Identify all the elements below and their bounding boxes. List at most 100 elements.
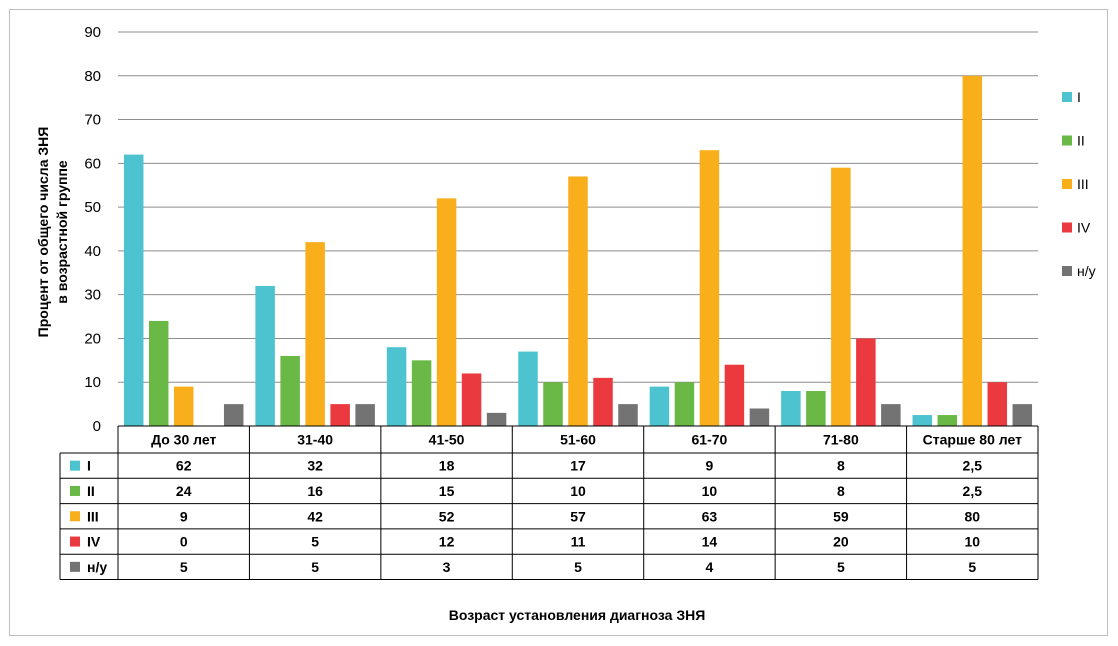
table-cell: 32	[307, 458, 323, 474]
table-cell: 9	[180, 508, 188, 524]
y-tick-label: 50	[84, 199, 101, 216]
bar-3-7	[962, 75, 983, 427]
table-cell: 62	[176, 458, 192, 474]
bar-4-4	[593, 377, 613, 426]
table-row-swatch	[70, 485, 80, 496]
table-cell: 12	[439, 534, 455, 550]
bar-3-6	[831, 167, 851, 426]
bar-3-5	[699, 150, 720, 426]
bar-4-3	[461, 373, 482, 426]
y-axis-title-line1: Процент от общего числа ЗНЯ	[35, 127, 51, 338]
table-cell: 5	[311, 559, 319, 575]
bar-5-3	[486, 412, 507, 426]
y-tick-label: 30	[84, 287, 101, 304]
bar-1-3	[386, 347, 407, 426]
table-cell: 2,5	[963, 483, 983, 499]
bar-1-7	[912, 415, 933, 426]
bar-1-6	[781, 390, 801, 426]
y-tick-label: 80	[84, 68, 101, 85]
table-row-label: II	[87, 483, 95, 499]
legend-label: III	[1077, 176, 1089, 192]
bar-4-2	[330, 404, 350, 426]
bar-5-6	[881, 404, 901, 426]
table-row-swatch	[70, 460, 80, 471]
bar-4-5	[724, 364, 745, 426]
legend-label: I	[1077, 89, 1081, 105]
bar-5-5	[749, 408, 770, 426]
table-cell: 18	[439, 458, 455, 474]
legend-label: II	[1077, 133, 1085, 149]
table-row-label: I	[87, 458, 91, 474]
table-cell: 16	[307, 483, 323, 499]
legend-swatch	[1062, 222, 1072, 233]
table-cell: 63	[702, 508, 718, 524]
table-cell: 5	[968, 559, 976, 575]
table-cell: 42	[307, 508, 323, 524]
table-cell: 57	[570, 508, 586, 524]
table-cell: 11	[571, 534, 586, 550]
bar-1-2	[255, 285, 275, 426]
legend-swatch	[1062, 92, 1072, 102]
table-cell: 3	[443, 559, 451, 575]
table-cell: 14	[702, 534, 718, 550]
table-cell: 4	[706, 559, 714, 575]
table-cell: 24	[176, 483, 192, 499]
legend-swatch	[1062, 135, 1072, 146]
bar-5-4	[618, 404, 638, 426]
bar-2-5	[674, 382, 695, 426]
table-cell: 8	[837, 458, 845, 474]
table-row-label: IV	[87, 534, 101, 550]
bar-4-6	[856, 338, 876, 426]
table-cell: 10	[702, 483, 718, 499]
y-tick-label: 0	[93, 418, 101, 435]
legend-swatch	[1062, 266, 1072, 276]
table-cell: 0	[180, 534, 188, 550]
table-row-label: н/у	[87, 559, 107, 575]
table-cell: 2,5	[963, 458, 983, 474]
y-tick-label: 10	[84, 374, 101, 391]
table-cell: 17	[570, 458, 586, 474]
grid-lines	[118, 31, 1038, 383]
y-axis-title-line2: в возрастной группе	[54, 160, 70, 304]
table-cell: 5	[180, 559, 188, 575]
table-row-swatch	[70, 511, 80, 522]
bar-1-1	[123, 154, 144, 427]
bar-1-5	[649, 386, 670, 426]
chart-frame	[9, 9, 1108, 636]
bar-3-1	[173, 386, 194, 426]
x-axis-title: Возраст установления диагноза ЗНЯ	[449, 607, 706, 623]
bar-2-6	[806, 390, 826, 426]
bar-1-4	[518, 351, 538, 426]
table-row-swatch	[70, 561, 80, 572]
table-cell: 5	[311, 534, 319, 550]
table-header-cell: 71-80	[823, 432, 859, 448]
table-cell: 59	[833, 508, 849, 524]
bar-5-2	[355, 404, 375, 426]
bar-2-3	[411, 360, 432, 426]
table-cell: 10	[570, 483, 586, 499]
data-table: До 30 лет 31-40 41-50 51-60 61-70 71-80 Старше…	[59, 425, 1039, 580]
table-header-cell: 31-40	[297, 432, 333, 448]
y-tick-label: 90	[84, 24, 101, 41]
legend-label: IV	[1077, 220, 1091, 236]
bar-5-1	[223, 404, 244, 426]
y-tick-labels: 0 10 20 30 40 50 60 70 80 90	[84, 24, 101, 435]
table-cell: 20	[833, 534, 849, 550]
bar-2-7	[937, 415, 958, 426]
legend-label: н/у	[1077, 263, 1096, 279]
y-tick-label: 40	[84, 243, 101, 260]
table-cell: 8	[837, 483, 845, 499]
y-tick-label: 20	[84, 330, 101, 347]
table-cell: 52	[439, 508, 455, 524]
table-row-swatch	[70, 536, 80, 547]
bar-4-7	[987, 382, 1008, 426]
bar-3-4	[568, 176, 588, 426]
table-header-cell: Старше 80 лет	[923, 432, 1022, 448]
y-tick-label: 70	[84, 112, 101, 129]
bar-5-7	[1012, 404, 1033, 426]
table-cell: 9	[706, 458, 714, 474]
table-cell: 80	[964, 508, 980, 524]
legend-swatch	[1062, 179, 1072, 189]
